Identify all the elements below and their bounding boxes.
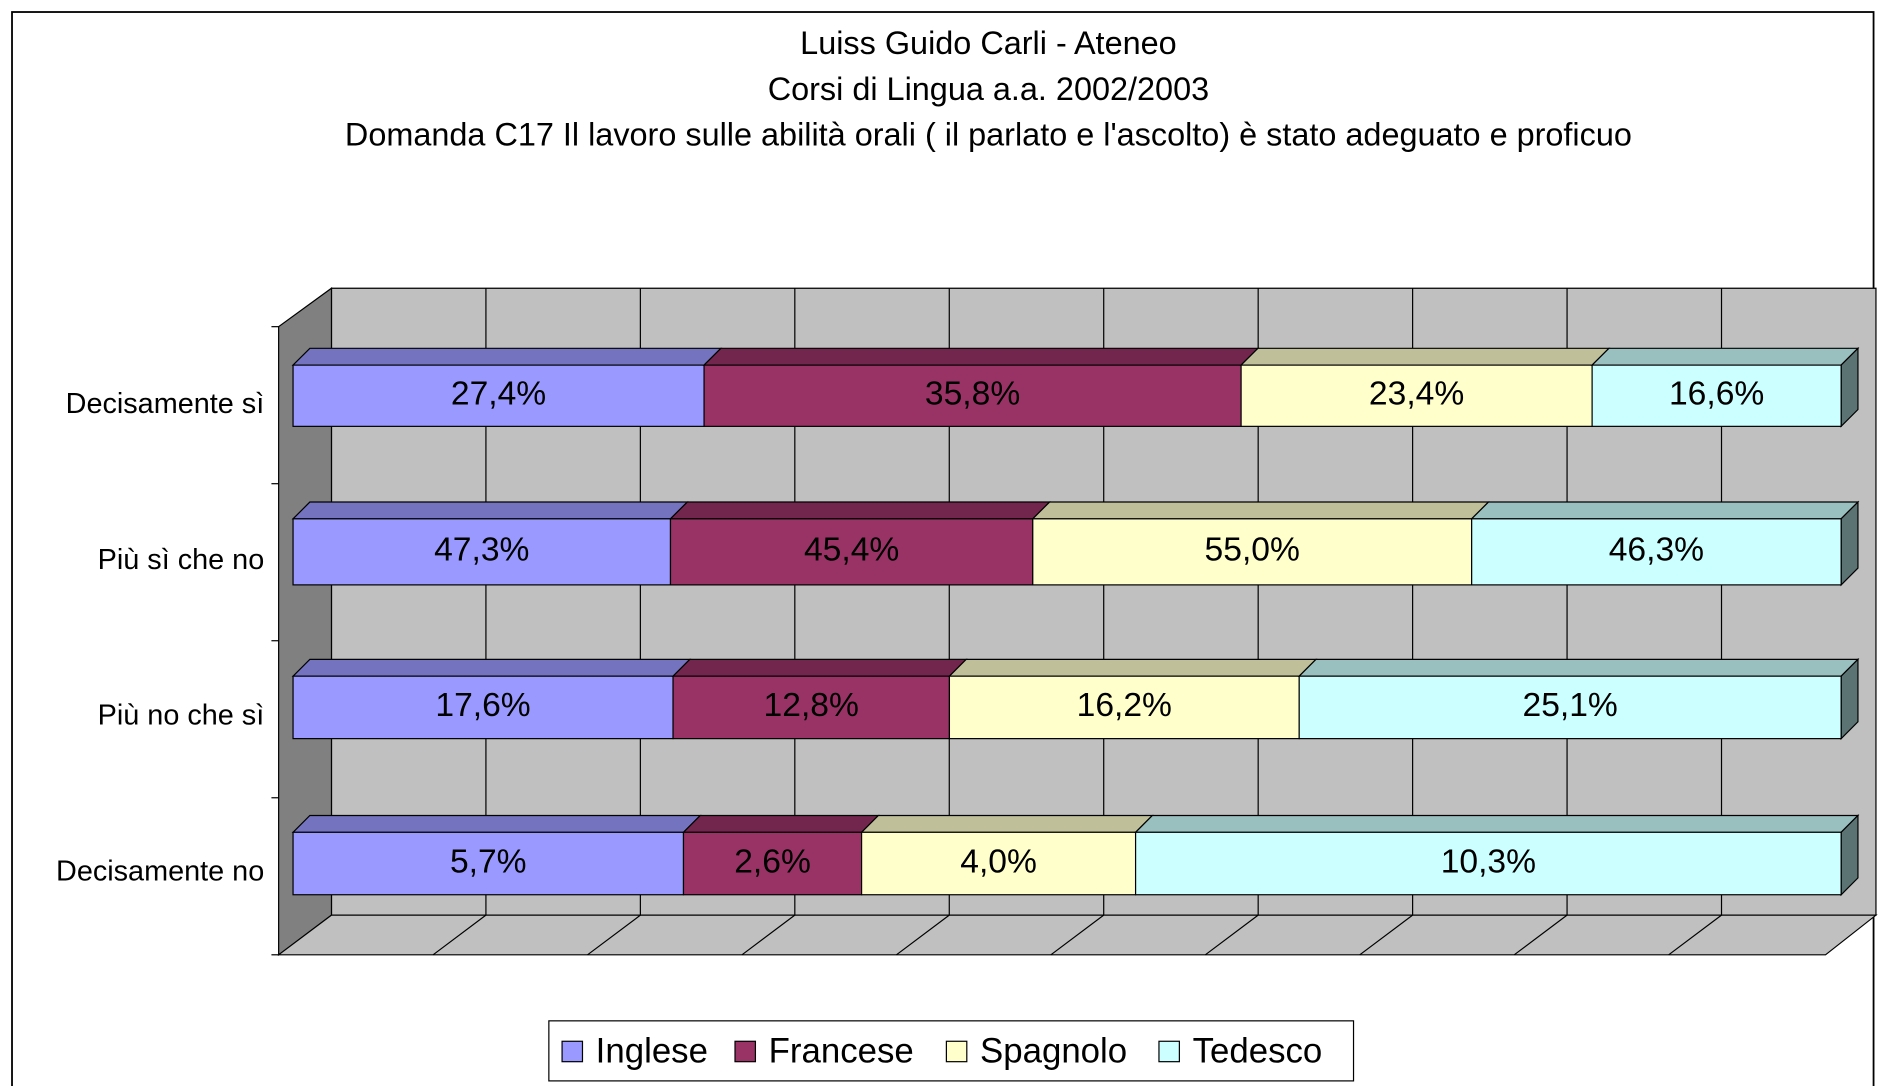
bar-segment: [291, 814, 702, 896]
bar: [1134, 831, 1842, 896]
chart-title: Domanda C17 Il lavoro sulle abilità oral…: [345, 116, 1632, 152]
data-label: 12,8%: [764, 687, 859, 724]
y-tick-label: Più no che sì: [98, 700, 265, 732]
data-label: 35,8%: [925, 376, 1020, 413]
bar: [860, 831, 1137, 896]
bar-top: [1590, 347, 1860, 366]
grid-line: [1359, 914, 1413, 956]
bar: [1298, 675, 1842, 740]
grid-line: [1204, 914, 1259, 956]
bar-segment: [682, 814, 880, 896]
bar-top: [1470, 501, 1860, 520]
data-label: 16,2%: [1077, 687, 1172, 724]
bar: [292, 518, 672, 586]
bar-top: [291, 658, 692, 677]
y-tick-label: Decisamente sì: [66, 388, 265, 420]
data-label: 10,3%: [1441, 843, 1536, 880]
bar: [669, 518, 1034, 586]
bar-segment: [1590, 346, 1860, 428]
grid-line: [896, 914, 950, 956]
bar-segment: [947, 658, 1318, 740]
bar-top: [947, 658, 1318, 677]
legend: Inglese Francese Spagnolo Tedesco: [561, 1031, 1323, 1070]
bar: [672, 675, 951, 740]
bar-top: [682, 814, 880, 833]
grid-line: [1513, 914, 1568, 956]
bar-segment: [1297, 657, 1860, 741]
chart-title: Corsi di Lingua a.a. 2002/2003: [768, 71, 1209, 107]
data-label: 55,0%: [1205, 532, 1300, 569]
legend-swatch: [734, 1040, 757, 1063]
bar-segment: [702, 347, 1260, 427]
bar: [292, 675, 674, 740]
legend-label: Francese: [769, 1031, 914, 1070]
data-label: 25,1%: [1523, 687, 1618, 724]
bar-top: [291, 814, 702, 833]
bars: 27,4% 35,8% 23,4% 16,6% 47,3% 45,4% 55,0% 46,3%…: [291, 346, 1860, 897]
bar-segment: [291, 501, 689, 586]
bar-top: [671, 658, 968, 677]
grid-line: [1050, 914, 1105, 956]
bar-segment: [1134, 814, 1860, 897]
chart-area: 27,4% 35,8% 23,4% 16,6% 47,3% 45,4% 55,0% 46,3%…: [11, 11, 1878, 1086]
bar-top: [1031, 501, 1490, 520]
bar-segment: [291, 658, 692, 740]
data-label: 4,0%: [960, 843, 1037, 880]
data-label: 17,6%: [435, 687, 530, 724]
legend-label: Tedesco: [1193, 1031, 1323, 1070]
bar: [703, 364, 1242, 427]
data-label: 23,4%: [1369, 376, 1464, 413]
bar-top: [291, 347, 723, 366]
data-label: 45,4%: [804, 532, 899, 569]
bar-segment: [291, 347, 723, 427]
bar: [1471, 518, 1842, 586]
bar-segment: [1470, 500, 1860, 587]
legend-label: Inglese: [596, 1031, 708, 1070]
data-label: 46,3%: [1609, 532, 1704, 569]
grid-line: [741, 914, 796, 956]
bar: [682, 831, 863, 896]
data-label: 2,6%: [734, 843, 811, 880]
data-label: 5,7%: [450, 843, 527, 880]
bar: [1032, 518, 1473, 586]
bar-segment: [1239, 347, 1611, 427]
bar: [292, 364, 705, 427]
y-tick-label: Decisamente no: [56, 856, 264, 888]
data-label: 47,3%: [434, 532, 529, 569]
bar: [948, 675, 1300, 740]
legend-swatch: [1158, 1040, 1180, 1063]
bar: [1240, 364, 1593, 427]
y-tick-label: Più sì che no: [98, 544, 265, 576]
data-label: 16,6%: [1669, 376, 1764, 413]
legend-swatch: [945, 1040, 968, 1063]
grid-line: [432, 914, 487, 956]
grid-line: [1668, 914, 1722, 956]
bar-top: [1297, 658, 1860, 677]
data-label: 27,4%: [451, 376, 546, 413]
bar-top: [702, 347, 1260, 366]
legend-swatch: [561, 1040, 584, 1063]
grid-line: [587, 914, 641, 956]
bar-top: [291, 501, 689, 520]
bar-segment: [860, 814, 1154, 896]
bar: [1591, 364, 1842, 427]
bar-top: [1239, 347, 1611, 366]
chart-title: Luiss Guido Carli - Ateneo: [800, 25, 1176, 61]
bar-top: [1134, 814, 1860, 833]
bar-segment: [1031, 501, 1490, 586]
bar-top: [860, 814, 1154, 833]
bar-segment: [669, 501, 1052, 586]
bar-top: [669, 501, 1052, 520]
legend-label: Spagnolo: [980, 1031, 1127, 1070]
